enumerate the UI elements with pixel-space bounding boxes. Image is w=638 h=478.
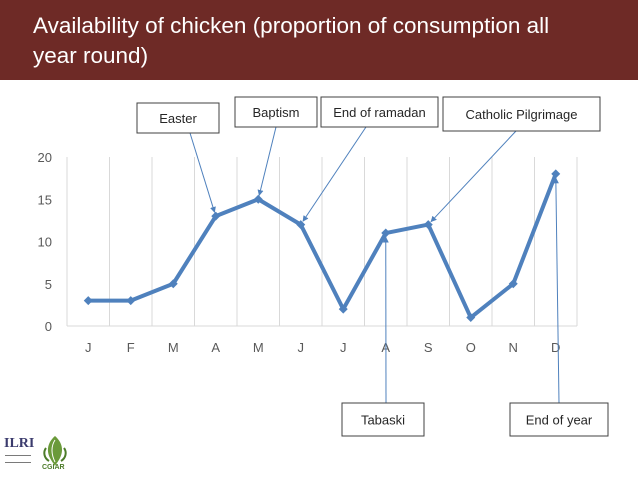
data-point [381, 228, 391, 238]
annotation-box [320, 96, 439, 128]
ilri-logo: ILRI [4, 436, 35, 451]
data-point [83, 296, 93, 306]
x-tick-label: O [466, 340, 476, 355]
annotation-box [442, 96, 601, 132]
annotation-label: End of ramadan [333, 105, 426, 120]
data-point [338, 304, 348, 314]
data-point [211, 211, 221, 221]
cgiar-logo-text: CGIAR [42, 464, 65, 471]
slide-header [0, 0, 638, 80]
annotation-arrow [302, 126, 367, 222]
y-tick-label: 5 [45, 277, 52, 292]
annotation-label: Easter [159, 111, 197, 126]
data-point [466, 313, 476, 323]
annotation-label: Baptism [253, 105, 300, 120]
x-tick-label: D [551, 340, 560, 355]
annotation-arrow [189, 132, 216, 213]
y-tick-label: 10 [38, 235, 52, 250]
x-tick-label: N [509, 340, 518, 355]
annotation-box [136, 102, 220, 134]
annotation-label: End of year [526, 413, 593, 428]
data-point [168, 279, 178, 289]
annotation-label: Tabaski [361, 413, 405, 428]
annotation-box [509, 402, 609, 437]
annotation-box [234, 96, 318, 128]
annotation-box [341, 402, 425, 437]
data-point [126, 296, 136, 306]
x-tick-label: M [253, 340, 264, 355]
data-point [423, 220, 433, 230]
logo-area: ILRI CGIAR [0, 428, 80, 478]
x-tick-label: S [424, 340, 433, 355]
slide-title: Availability of chicken (proportion of c… [33, 13, 550, 68]
data-point [551, 169, 561, 179]
x-tick-label: J [85, 340, 92, 355]
x-tick-label: J [298, 340, 305, 355]
x-tick-label: J [340, 340, 347, 355]
series-line [88, 173, 558, 320]
annotation-arrow [257, 126, 277, 196]
x-tick-label: M [168, 340, 179, 355]
annotation-arrow [430, 130, 517, 223]
x-tick-label: A [211, 340, 220, 355]
data-point [508, 279, 518, 289]
cgiar-leaf-icon [43, 436, 67, 466]
x-tick-label: F [127, 340, 135, 355]
y-tick-label: 20 [38, 150, 52, 165]
data-point [296, 220, 306, 230]
annotation-label: Catholic Pilgrimage [466, 107, 578, 122]
y-tick-label: 15 [38, 192, 52, 207]
ilri-logo-underline [5, 455, 31, 463]
data-point [253, 194, 263, 204]
y-tick-label: 0 [45, 319, 52, 334]
annotation-arrow [552, 177, 560, 404]
